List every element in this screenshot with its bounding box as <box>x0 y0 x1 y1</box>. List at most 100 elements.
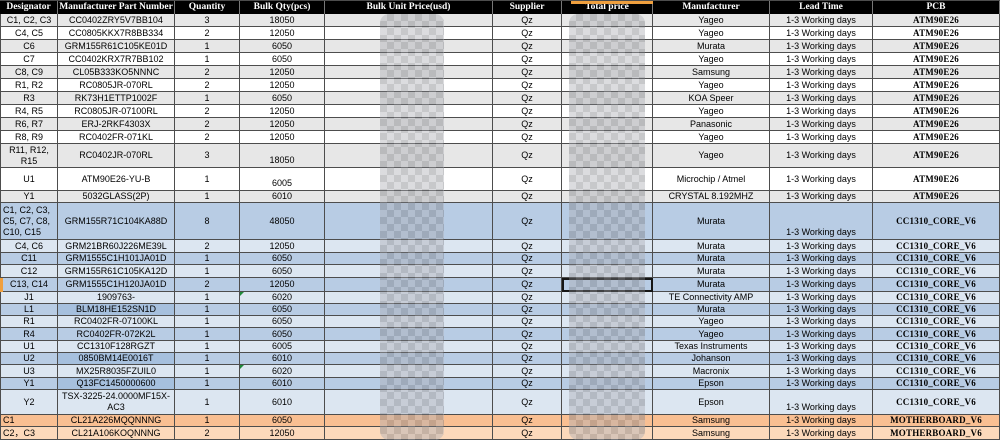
cell-pcb[interactable]: CC1310_CORE_V6 <box>873 265 1000 278</box>
cell-manufacturer[interactable]: TE Connectivity AMP <box>653 292 770 304</box>
cell-quantity[interactable]: 2 <box>175 66 240 79</box>
cell-designator[interactable]: R3 <box>0 92 58 105</box>
cell-lead_time[interactable]: 1-3 Working days <box>770 105 873 118</box>
cell-supplier[interactable]: Qz <box>493 427 562 440</box>
cell-quantity[interactable]: 3 <box>175 144 240 168</box>
cell-manufacturer[interactable]: Yageo <box>653 105 770 118</box>
cell-pcb[interactable]: ATM90E26 <box>873 105 1000 118</box>
cell-part_number[interactable]: CC0805KKX7R8BB334 <box>58 27 175 40</box>
cell-bulk_qty[interactable]: 6050 <box>240 328 325 341</box>
cell-designator[interactable]: R1, R2 <box>0 79 58 92</box>
cell-total_price[interactable] <box>562 304 653 316</box>
cell-unit_price[interactable] <box>325 328 493 341</box>
cell-designator[interactable]: C1, C2, C3, C5, C7, C8, C10, C15 <box>0 203 58 240</box>
cell-unit_price[interactable] <box>325 415 493 427</box>
cell-lead_time[interactable]: 1-3 Working days <box>770 265 873 278</box>
cell-manufacturer[interactable]: Yageo <box>653 79 770 92</box>
cell-pcb[interactable]: CC1310_CORE_V6 <box>873 253 1000 265</box>
cell-part_number[interactable]: RK73H1ETTP1002F <box>58 92 175 105</box>
cell-pcb[interactable]: CC1310_CORE_V6 <box>873 292 1000 304</box>
cell-quantity[interactable]: 1 <box>175 53 240 66</box>
cell-lead_time[interactable]: 1-3 Working days <box>770 118 873 131</box>
cell-quantity[interactable]: 1 <box>175 353 240 365</box>
cell-lead_time[interactable]: 1-3 Working days <box>770 203 873 240</box>
cell-total_price[interactable] <box>562 341 653 353</box>
cell-manufacturer[interactable]: Texas Instruments <box>653 341 770 353</box>
cell-part_number[interactable]: ATM90E26-YU-B <box>58 168 175 191</box>
cell-part_number[interactable]: GRM1555C1H120JA01D <box>58 278 175 292</box>
cell-pcb[interactable]: CC1310_CORE_V6 <box>873 328 1000 341</box>
cell-total_price[interactable] <box>562 292 653 304</box>
cell-part_number[interactable]: RC0402FR-071KL <box>58 131 175 144</box>
cell-bulk_qty[interactable]: 6050 <box>240 265 325 278</box>
cell-unit_price[interactable] <box>325 118 493 131</box>
cell-lead_time[interactable]: 1-3 Working days <box>770 92 873 105</box>
column-header-quantity[interactable]: Quantity <box>175 1 240 14</box>
cell-unit_price[interactable] <box>325 92 493 105</box>
cell-total_price[interactable] <box>562 390 653 415</box>
cell-bulk_qty[interactable]: 6050 <box>240 316 325 328</box>
cell-pcb[interactable]: ATM90E26 <box>873 118 1000 131</box>
cell-part_number[interactable]: MX25R8035FZUIL0 <box>58 365 175 378</box>
cell-bulk_qty[interactable]: 12050 <box>240 27 325 40</box>
cell-quantity[interactable]: 1 <box>175 92 240 105</box>
cell-supplier[interactable]: Qz <box>493 79 562 92</box>
cell-quantity[interactable]: 1 <box>175 328 240 341</box>
cell-pcb[interactable]: ATM90E26 <box>873 79 1000 92</box>
cell-quantity[interactable]: 1 <box>175 378 240 390</box>
cell-unit_price[interactable] <box>325 353 493 365</box>
cell-supplier[interactable]: Qz <box>493 265 562 278</box>
cell-manufacturer[interactable]: CRYSTAL 8.192MHZ <box>653 191 770 203</box>
cell-quantity[interactable]: 1 <box>175 365 240 378</box>
cell-manufacturer[interactable]: Yageo <box>653 131 770 144</box>
cell-supplier[interactable]: Qz <box>493 378 562 390</box>
cell-unit_price[interactable] <box>325 278 493 292</box>
cell-quantity[interactable]: 1 <box>175 341 240 353</box>
cell-unit_price[interactable] <box>325 79 493 92</box>
cell-manufacturer[interactable]: Murata <box>653 253 770 265</box>
cell-quantity[interactable]: 1 <box>175 40 240 53</box>
cell-quantity[interactable]: 2 <box>175 79 240 92</box>
cell-pcb[interactable]: CC1310_CORE_V6 <box>873 365 1000 378</box>
cell-supplier[interactable]: Qz <box>493 304 562 316</box>
cell-supplier[interactable]: Qz <box>493 40 562 53</box>
cell-manufacturer[interactable]: Samsung <box>653 66 770 79</box>
cell-supplier[interactable]: Qz <box>493 92 562 105</box>
cell-pcb[interactable]: CC1310_CORE_V6 <box>873 341 1000 353</box>
cell-total_price[interactable] <box>562 265 653 278</box>
cell-bulk_qty[interactable]: 12050 <box>240 118 325 131</box>
cell-unit_price[interactable] <box>325 14 493 27</box>
cell-manufacturer[interactable]: Murata <box>653 304 770 316</box>
cell-part_number[interactable]: Q13FC1450000600 <box>58 378 175 390</box>
cell-designator[interactable]: U1 <box>0 168 58 191</box>
cell-quantity[interactable]: 1 <box>175 316 240 328</box>
cell-bulk_qty[interactable]: 6020 <box>240 365 325 378</box>
cell-supplier[interactable]: Qz <box>493 353 562 365</box>
cell-part_number[interactable]: CL21A106KOQNNNG <box>58 427 175 440</box>
cell-part_number[interactable]: RC0402FR-07100KL <box>58 316 175 328</box>
cell-manufacturer[interactable]: KOA Speer <box>653 92 770 105</box>
cell-manufacturer[interactable]: Epson <box>653 390 770 415</box>
cell-designator[interactable]: C1, C2, C3 <box>0 14 58 27</box>
cell-total_price[interactable] <box>562 105 653 118</box>
cell-bulk_qty[interactable]: 6010 <box>240 390 325 415</box>
cell-unit_price[interactable] <box>325 292 493 304</box>
cell-supplier[interactable]: Qz <box>493 328 562 341</box>
cell-total_price[interactable] <box>562 378 653 390</box>
cell-lead_time[interactable]: 1-3 Working days <box>770 415 873 427</box>
cell-total_price[interactable] <box>562 92 653 105</box>
cell-unit_price[interactable] <box>325 203 493 240</box>
cell-part_number[interactable]: RC0805JR-070RL <box>58 79 175 92</box>
column-header-designator[interactable]: Designator <box>0 1 58 14</box>
cell-lead_time[interactable]: 1-3 Working days <box>770 341 873 353</box>
cell-lead_time[interactable]: 1-3 Working days <box>770 40 873 53</box>
column-header-supplier[interactable]: Supplier <box>493 1 562 14</box>
cell-supplier[interactable]: Qz <box>493 131 562 144</box>
cell-part_number[interactable]: GRM155R61C105KA12D <box>58 265 175 278</box>
cell-manufacturer[interactable]: Samsung <box>653 427 770 440</box>
cell-quantity[interactable]: 2 <box>175 131 240 144</box>
cell-bulk_qty[interactable]: 6050 <box>240 40 325 53</box>
cell-quantity[interactable]: 1 <box>175 390 240 415</box>
cell-manufacturer[interactable]: Murata <box>653 265 770 278</box>
cell-part_number[interactable]: GRM21BR60J226ME39L <box>58 240 175 253</box>
